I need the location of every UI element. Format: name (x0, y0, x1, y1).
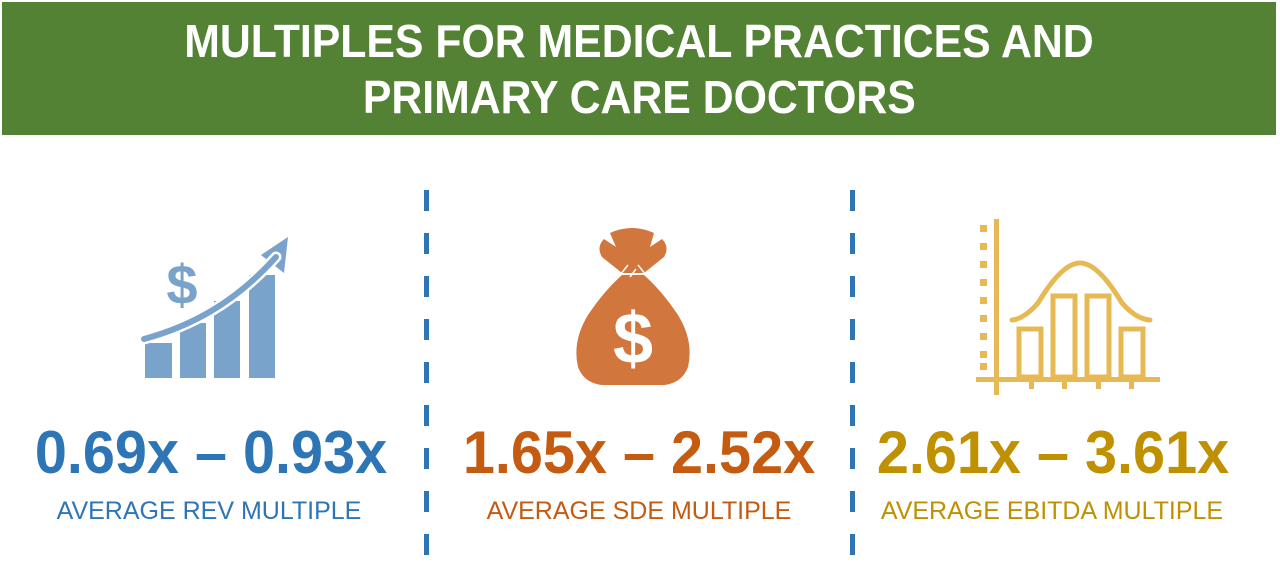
ebitda-multiple-panel: 2.61x – 3.61x AVERAGE EBITDA MULTIPLE (852, 180, 1280, 560)
title-line-1: MULTIPLES FOR MEDICAL PRACTICES AND (184, 14, 1094, 67)
ebitda-multiple-label: AVERAGE EBITDA MULTIPLE (880, 497, 1224, 525)
rev-multiple-label: AVERAGE REV MULTIPLE (56, 497, 362, 525)
money-bag-icon: $ (570, 225, 696, 387)
sde-multiple-label: AVERAGE SDE MULTIPLE (486, 497, 792, 525)
title-line-2: PRIMARY CARE DOCTORS (362, 70, 916, 123)
ebitda-multiple-value: 2.61x – 3.61x (876, 419, 1230, 486)
svg-text:$: $ (613, 299, 653, 379)
svg-text:$: $ (166, 253, 197, 316)
title-banner: MULTIPLES FOR MEDICAL PRACTICES AND PRIM… (2, 2, 1276, 135)
dashed-divider-right (850, 190, 855, 560)
sde-multiple-panel: $ 1.65x – 2.52x AVERAGE SDE MULTIPLE (426, 180, 852, 560)
revenue-growth-chart-icon: $ (138, 235, 294, 385)
bell-curve-histogram-icon (976, 215, 1160, 395)
dashed-divider-left (424, 190, 429, 560)
sde-multiple-value: 1.65x – 2.52x (462, 419, 816, 486)
rev-multiple-value: 0.69x – 0.93x (34, 419, 388, 486)
rev-multiple-panel: $ 0.69x – 0.93x AVERAGE REV MULTIPLE (0, 180, 426, 560)
